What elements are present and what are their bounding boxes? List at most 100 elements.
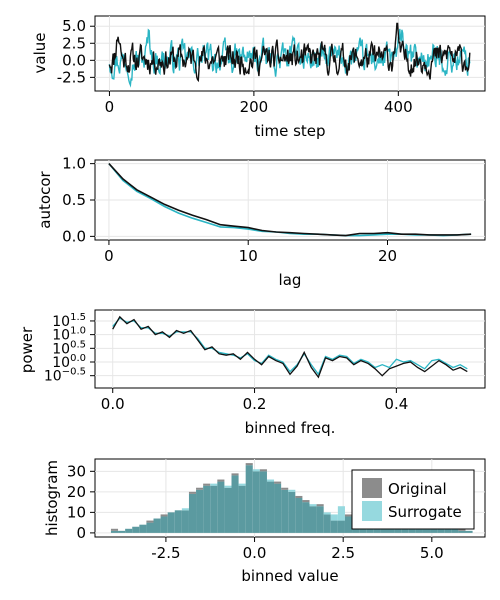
x-tick-label: 2.5 xyxy=(331,544,355,562)
hist-bar-original xyxy=(274,481,282,484)
hist-bar-surrogate xyxy=(210,483,218,486)
hist-bar-overlap xyxy=(359,526,367,533)
y-tick-label: 100.5 xyxy=(52,339,86,357)
hist-bar-surrogate xyxy=(224,485,232,488)
x-tick-label: 20 xyxy=(378,247,397,265)
x-tick-label: 0.2 xyxy=(243,395,267,413)
x-tick-label: 0.0 xyxy=(101,395,125,413)
hist-bar-overlap xyxy=(323,514,331,533)
y-tick-label: 5.0 xyxy=(62,17,86,35)
x-axis-label: binned freq. xyxy=(245,419,336,437)
hist-bar-surrogate xyxy=(323,512,331,515)
hist-bar-overlap xyxy=(316,506,324,533)
hist-bar-overlap xyxy=(288,491,296,533)
hist-bar-overlap xyxy=(188,493,197,533)
hist-bar-surrogate xyxy=(330,514,338,521)
x-axis-label: binned value xyxy=(241,567,338,585)
hist-bar-overlap xyxy=(196,489,204,533)
hist-bar-original xyxy=(146,520,154,523)
panel-timeseries: 5.02.50.0-2.5 0 200 400 time step value xyxy=(31,15,486,140)
axes-frame xyxy=(94,458,486,538)
hist-bar-overlap xyxy=(274,483,282,533)
hist-bar-overlap xyxy=(465,530,473,533)
hist-bar-overlap xyxy=(295,498,303,533)
y-tick-label: 20 xyxy=(67,483,86,501)
x-tick-label: 0.4 xyxy=(384,395,408,413)
hist-bar-overlap xyxy=(309,506,317,533)
y-axis-label: histogram xyxy=(43,460,61,536)
hist-bar-overlap xyxy=(330,520,338,533)
hist-bar-overlap xyxy=(337,520,345,533)
y-tick-label: 0.5 xyxy=(62,191,86,209)
y-ticks: 5.02.50.0-2.5 xyxy=(57,17,95,86)
hist-bar-surrogate xyxy=(266,479,275,482)
hist-bar-overlap xyxy=(118,530,126,533)
hist-bar-overlap xyxy=(174,510,182,533)
x-tick-label: -2.5 xyxy=(151,544,180,562)
hist-bar-original xyxy=(203,483,211,486)
x-ticks: 0 10 20 xyxy=(104,240,397,265)
series-group xyxy=(108,22,471,88)
hist-bar-original xyxy=(196,487,204,490)
x-axis-label: time step xyxy=(254,122,325,140)
hist-bar-overlap xyxy=(139,524,147,533)
hist-bar-original xyxy=(231,473,239,476)
hist-bar-overlap xyxy=(430,526,438,533)
hist-bar-overlap xyxy=(281,489,289,533)
legend-label-original: Original xyxy=(388,480,447,498)
hist-bar-overlap xyxy=(252,471,260,533)
x-tick-label: 400 xyxy=(384,98,413,116)
hist-bar-overlap xyxy=(238,485,246,533)
y-tick-label: 100.0 xyxy=(52,353,86,371)
hist-bar-overlap xyxy=(458,530,466,533)
y-tick-label: 2.5 xyxy=(62,34,86,52)
x-ticks: -2.5 0.0 2.5 5.0 xyxy=(151,537,444,562)
x-tick-label: 200 xyxy=(240,98,269,116)
y-tick-label: 1.0 xyxy=(62,155,86,173)
y-tick-label: 101.5 xyxy=(52,312,86,330)
hist-bar-overlap xyxy=(167,512,175,533)
hist-bar-original xyxy=(281,487,289,490)
hist-bar-overlap xyxy=(203,485,211,533)
y-tick-label: 0.0 xyxy=(62,51,86,69)
hist-bar-overlap xyxy=(444,528,452,533)
legend-label-surrogate: Surrogate xyxy=(388,503,462,521)
hist-bar-overlap xyxy=(401,526,409,533)
hist-bar-overlap xyxy=(160,516,168,533)
hist-bar-original xyxy=(259,469,267,472)
y-tick-label: 0.0 xyxy=(62,227,86,245)
panel-histogram: 30 20 10 0 -2.5 0.0 2.5 5.0 binned value histo… xyxy=(43,458,486,585)
x-tick-label: 0 xyxy=(104,247,114,265)
hist-bar-overlap xyxy=(394,526,402,533)
hist-bar-original xyxy=(344,514,353,517)
hist-bar-surrogate xyxy=(181,508,189,511)
x-tick-label: 10 xyxy=(239,247,258,265)
hist-bar-overlap xyxy=(132,526,140,533)
hist-bar-surrogate xyxy=(309,504,317,507)
hist-bar-original xyxy=(217,479,225,482)
panel-autocorrelation: 1.0 0.5 0.0 0 10 20 lag autocor xyxy=(36,155,486,289)
y-axis-label: autocor xyxy=(36,170,54,228)
hist-bar-overlap xyxy=(146,522,154,533)
y-tick-label: 101.0 xyxy=(52,326,86,344)
y-tick-label: -2.5 xyxy=(57,68,86,86)
hist-bar-overlap xyxy=(437,526,445,533)
hist-bar-overlap xyxy=(217,481,225,533)
hist-bar-overlap xyxy=(245,465,253,533)
hist-bar-original xyxy=(245,463,253,466)
hist-bar-original xyxy=(160,514,168,517)
axes-frame xyxy=(94,309,486,389)
hist-bar-overlap xyxy=(181,510,189,533)
y-axis-label: value xyxy=(31,33,49,74)
series-line-original xyxy=(108,22,471,83)
grid xyxy=(95,310,485,388)
series-group xyxy=(108,163,472,237)
hist-bar-original xyxy=(188,491,197,494)
hist-bar-overlap xyxy=(110,530,119,533)
hist-bar-overlap xyxy=(451,528,459,533)
series-line-original xyxy=(108,163,472,237)
hist-bar-overlap xyxy=(210,485,218,533)
y-axis-label: power xyxy=(18,326,36,373)
series-line-original xyxy=(112,315,468,379)
